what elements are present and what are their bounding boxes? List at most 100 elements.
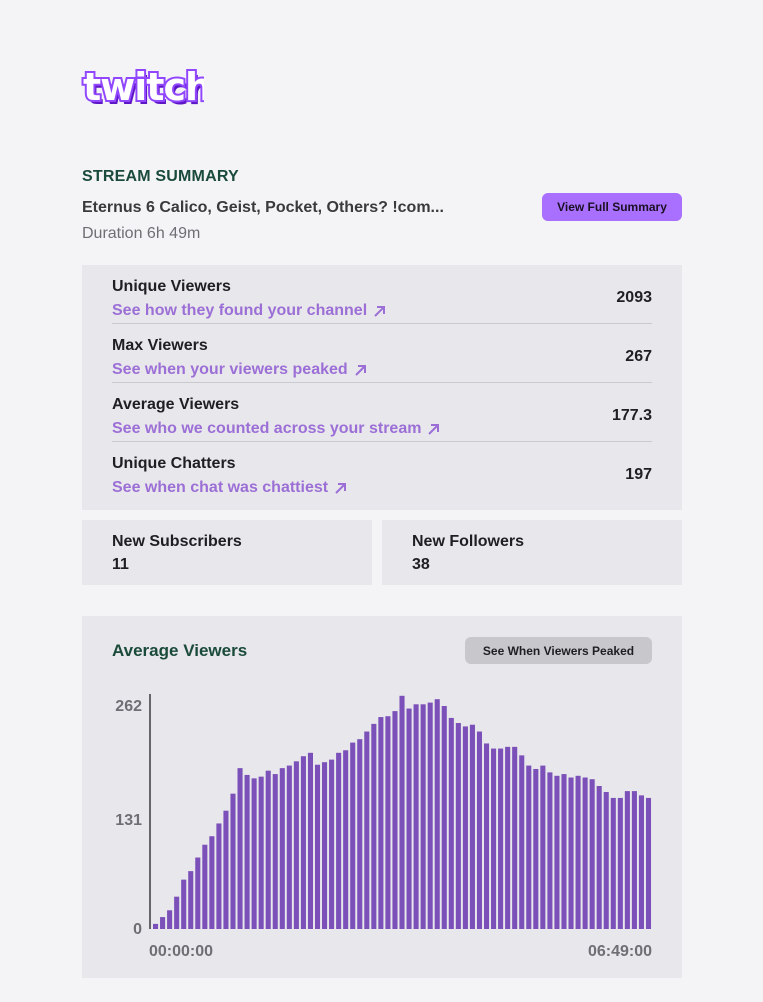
stat-link-max-viewers[interactable]: See when your viewers peaked bbox=[112, 361, 367, 379]
section-title: STREAM SUMMARY bbox=[82, 168, 239, 185]
see-when-viewers-peaked-button[interactable]: See When Viewers Peaked bbox=[465, 637, 652, 664]
chart-bar bbox=[272, 774, 278, 929]
twitch-logo-text: twitch bbox=[83, 66, 204, 109]
chart-bar bbox=[160, 917, 166, 929]
chart-bar bbox=[202, 844, 208, 929]
y-tick-label-0: 0 bbox=[133, 921, 142, 938]
stat-label: Average Viewers bbox=[112, 396, 240, 413]
new-subscribers-value: 11 bbox=[112, 556, 129, 573]
twitch-logo[interactable]: twitch twitch bbox=[80, 66, 204, 112]
stream-duration: Duration 6h 49m bbox=[82, 225, 201, 242]
external-arrow-icon bbox=[354, 364, 366, 376]
external-arrow-icon bbox=[428, 423, 440, 435]
chart-bar bbox=[286, 765, 292, 929]
chart-bar bbox=[462, 726, 468, 929]
chart-bar bbox=[582, 777, 588, 929]
chart-bar bbox=[469, 724, 475, 929]
chart-bar bbox=[617, 797, 623, 929]
chart-bar bbox=[645, 797, 652, 929]
chart-bar bbox=[589, 779, 595, 929]
chart-title: Average Viewers bbox=[112, 641, 248, 660]
x-tick-label-end: 06:49:00 bbox=[588, 943, 652, 960]
chart-bar bbox=[561, 774, 567, 929]
chart-bar bbox=[455, 723, 461, 929]
chart-bar bbox=[448, 717, 454, 929]
chart-bar bbox=[216, 823, 222, 929]
chart-bar bbox=[427, 702, 433, 929]
chart-bar bbox=[413, 704, 419, 929]
chart-bar bbox=[392, 711, 398, 929]
chart-bar bbox=[322, 762, 328, 929]
twitch-logo-shadow: twitch bbox=[86, 69, 204, 112]
chart-bar bbox=[603, 791, 609, 929]
stat-link-average-viewers[interactable]: See who we counted across your stream bbox=[112, 420, 440, 438]
chart-bar bbox=[498, 748, 504, 929]
chart-bar bbox=[244, 774, 250, 929]
chart-bar bbox=[491, 748, 497, 929]
stat-value: 2093 bbox=[616, 289, 652, 306]
chart-bar bbox=[476, 731, 483, 929]
chart-bar bbox=[596, 786, 602, 929]
chart-bar bbox=[399, 695, 405, 929]
new-followers-value: 38 bbox=[412, 556, 430, 573]
chart-bar bbox=[314, 764, 321, 929]
chart-bar bbox=[638, 795, 644, 929]
chart-bar bbox=[512, 746, 518, 929]
stat-label: Max Viewers bbox=[112, 337, 208, 354]
average-viewers-chart-card: 262 131 0 00:00:00 06:49:00 Average View… bbox=[82, 616, 682, 978]
chart-bar bbox=[188, 871, 194, 929]
stat-value: 177.3 bbox=[611, 407, 652, 424]
stat-link-text: See who we counted across your stream bbox=[112, 420, 422, 437]
x-tick-label-start: 00:00:00 bbox=[149, 943, 213, 960]
chart-bar bbox=[336, 752, 342, 929]
chart-bar bbox=[223, 810, 229, 929]
y-tick-label-131: 131 bbox=[115, 812, 142, 829]
chart-bar bbox=[251, 778, 257, 929]
chart-bar bbox=[174, 896, 180, 929]
chart-bar bbox=[378, 717, 384, 929]
chart-bar bbox=[237, 768, 243, 929]
chart-bar bbox=[505, 746, 511, 929]
stat-link-unique-chatters[interactable]: See when chat was chattiest bbox=[112, 479, 347, 497]
average-viewers-chart: 262 131 0 00:00:00 06:49:00 bbox=[115, 694, 652, 960]
chart-bar bbox=[357, 739, 363, 929]
chart-bar bbox=[265, 770, 271, 929]
new-followers-label: New Followers bbox=[412, 533, 525, 550]
chart-bars bbox=[153, 695, 652, 929]
chart-bar bbox=[195, 857, 201, 929]
stat-link-text: See when chat was chattiest bbox=[112, 479, 329, 496]
chart-bar bbox=[385, 716, 391, 929]
external-arrow-icon bbox=[374, 305, 386, 317]
chart-bar bbox=[406, 708, 412, 929]
stat-value: 267 bbox=[625, 348, 652, 365]
chart-bar bbox=[610, 797, 616, 929]
chart-bar bbox=[293, 761, 299, 929]
chart-bar bbox=[526, 765, 532, 929]
chart-bar bbox=[300, 756, 306, 929]
stat-label: Unique Viewers bbox=[112, 278, 231, 295]
chart-bar bbox=[441, 706, 447, 929]
chart-bar bbox=[371, 723, 377, 929]
chart-bar bbox=[519, 755, 525, 929]
stat-row-unique-viewers: Unique Viewers See how they found your c… bbox=[112, 265, 652, 324]
chart-bar bbox=[167, 910, 173, 929]
stat-link-text: See how they found your channel bbox=[112, 302, 368, 319]
chart-bar bbox=[533, 768, 539, 929]
stream-title: Eternus 6 Calico, Geist, Pocket, Others?… bbox=[82, 199, 444, 216]
view-full-summary-button[interactable]: View Full Summary bbox=[542, 193, 682, 221]
chart-bar bbox=[279, 768, 285, 929]
stat-link-unique-viewers[interactable]: See how they found your channel bbox=[112, 302, 386, 320]
chart-bar bbox=[364, 731, 370, 929]
chart-bar bbox=[307, 752, 313, 929]
chart-bar bbox=[631, 791, 637, 929]
external-arrow-icon bbox=[335, 482, 347, 494]
new-followers-card: New Followers 38 bbox=[382, 520, 682, 585]
chart-bar bbox=[554, 775, 560, 929]
chart-bar bbox=[209, 836, 215, 929]
chart-bar bbox=[153, 923, 159, 929]
chart-bar bbox=[420, 704, 426, 929]
chart-bar bbox=[547, 772, 553, 929]
stats-panel: Unique Viewers See how they found your c… bbox=[82, 265, 682, 510]
y-tick-label-262: 262 bbox=[115, 698, 142, 715]
